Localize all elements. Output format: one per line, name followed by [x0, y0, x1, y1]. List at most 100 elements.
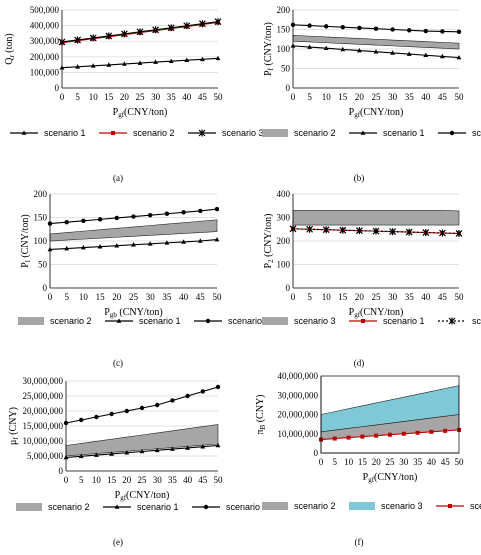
data-point [185, 393, 190, 399]
data-point [215, 442, 221, 448]
legend-label: scenario 2 [50, 316, 92, 326]
x-tick-label: 5 [333, 457, 338, 467]
y-tick-label: 0 [55, 83, 60, 93]
x-tick-label: 15 [338, 92, 348, 102]
x-axis-title: Pgb (CNY/ton) [104, 307, 162, 319]
x-tick-label: 15 [358, 457, 368, 467]
data-point [215, 384, 221, 390]
data-point [340, 24, 345, 30]
y-tick-label: 400 [277, 189, 291, 199]
legend-swatch [18, 317, 44, 325]
data-point [78, 453, 84, 459]
data-point [184, 57, 190, 63]
data-point [440, 53, 445, 59]
data-point [429, 429, 434, 434]
x-tick-label: 10 [322, 92, 332, 102]
data-point [455, 229, 463, 237]
data-point [306, 225, 314, 233]
data-point [114, 243, 120, 248]
data-point [324, 24, 329, 29]
x-tick-label: 0 [291, 292, 296, 302]
x-tick-label: 40 [421, 292, 431, 302]
data-point [170, 446, 175, 451]
data-point [340, 46, 346, 52]
x-tick-label: 35 [405, 292, 415, 302]
y-axis-title: Pf (CNY/ton) [263, 22, 275, 76]
data-point [389, 228, 397, 236]
x-tick-label: 25 [136, 92, 146, 102]
data-point [456, 29, 462, 35]
data-point [154, 447, 160, 453]
legend-marker [205, 318, 211, 324]
legend-marker [448, 317, 456, 325]
data-point [153, 59, 158, 64]
x-tick-label: 20 [112, 292, 122, 302]
x-tick-label: 35 [167, 92, 177, 102]
y-tick-label: 30,000,000 [278, 390, 319, 400]
x-tick-label: 0 [64, 475, 69, 485]
x-tick-label: 0 [291, 92, 296, 102]
legend: scenario 2 scenario 1 scenario 3 [262, 128, 481, 138]
x-axis-title: Pgf(CNY/ton) [363, 472, 418, 484]
y-tick-label: 150 [277, 25, 291, 35]
legend-marker [203, 504, 209, 510]
x-tick-label: 5 [64, 292, 69, 302]
data-point [139, 448, 145, 454]
data-point [131, 242, 136, 247]
x-tick-label: 40 [179, 292, 189, 302]
data-point [307, 44, 312, 49]
legend-label: scenario 2 [48, 502, 90, 512]
legend-swatch [262, 129, 288, 137]
data-point [124, 450, 130, 455]
x-tick-label: 15 [104, 92, 114, 102]
data-point [131, 214, 136, 219]
data-point [214, 236, 220, 242]
x-tick-label: 5 [307, 92, 312, 102]
band-scenario-3 [292, 210, 460, 226]
data-point [170, 398, 175, 403]
x-tick-label: 40 [421, 92, 431, 102]
legend-label: scenario 3 [294, 316, 336, 326]
y-axis-title: πB (CNY) [255, 394, 267, 434]
legend-label: scenario 3 [228, 316, 270, 326]
y-tick-label: 200 [277, 236, 291, 246]
data-point [372, 227, 380, 235]
panel-label: (a) [113, 173, 123, 183]
data-point [147, 241, 153, 246]
x-tick-label: 0 [319, 457, 324, 467]
legend-swatch [349, 502, 375, 510]
data-point [81, 218, 86, 223]
y-tick-label: 100 [277, 44, 291, 54]
chart-panel-b: 0 50 100 150 200 0 5 10 15 20 25 30 35 40 45 50 Pgf(CNY/… [262, 5, 481, 183]
y-tick-label: 150 [34, 213, 48, 223]
x-tick-label: 10 [79, 292, 89, 302]
legend-label: scenario 1 [470, 501, 481, 511]
x-tick-label: 5 [307, 292, 312, 302]
legend: scenario 2 scenario 1 scenario 3 [16, 502, 268, 512]
legend: scenario 2 scenario 1 scenario 3 [18, 316, 270, 326]
legend-label: scenario 3 [381, 501, 423, 511]
legend-label: scenario 1 [44, 128, 86, 138]
data-point [407, 28, 412, 33]
panel-label: (e) [113, 537, 123, 547]
x-tick-label: 35 [162, 292, 172, 302]
data-point [109, 411, 114, 417]
chart-panel-e: 0 5,000,000 10,000,000 15,000,000 20,000,000… [8, 376, 268, 547]
legend-marker [361, 319, 365, 323]
data-point [360, 434, 365, 439]
y-tick-label: 40,000,000 [278, 371, 319, 381]
data-point [357, 25, 362, 31]
x-tick-label: 40 [182, 92, 192, 102]
data-point [94, 414, 99, 420]
x-tick-label: 45 [198, 475, 208, 485]
data-point [114, 215, 120, 221]
x-tick-label: 30 [388, 92, 398, 102]
x-tick-label: 50 [455, 457, 465, 467]
data-point [185, 445, 190, 450]
x-tick-label: 50 [214, 475, 224, 485]
legend-label: scenario 1 [383, 128, 425, 138]
y-tick-label: 200 [34, 189, 48, 199]
x-tick-label: 10 [344, 457, 354, 467]
y-axis-title: μf (CNY) [8, 407, 20, 445]
legend-swatch [262, 317, 288, 325]
